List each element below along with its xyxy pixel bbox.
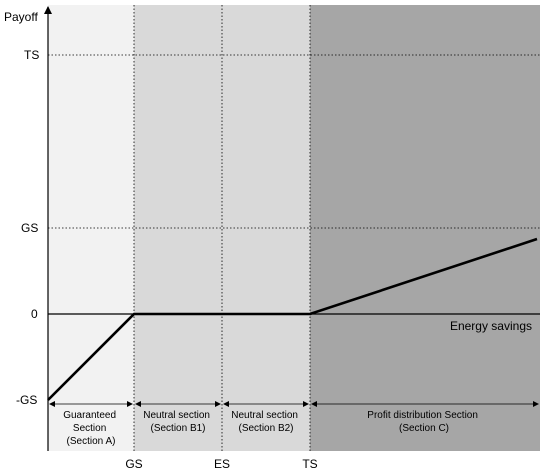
section-b1-label-line: (Section B1) (150, 423, 205, 434)
section-a-label-line: Section (73, 423, 106, 434)
y-tick-label-zero: 0 (31, 307, 38, 321)
section-b1-label: Neutral section (Section B1) (143, 410, 212, 434)
section-b2-label-line: (Section B2) (238, 423, 293, 434)
y-tick-label-neg-gs: -GS (16, 393, 37, 407)
section-b2-label: Neutral section (Section B2) (231, 410, 300, 434)
section-c-background (310, 5, 540, 451)
x-tick-label-gs: GS (125, 457, 142, 471)
section-c-label: Profit distribution Section (Section C) (367, 410, 480, 434)
payoff-line (47, 237, 538, 401)
section-c-label-line: Profit distribution Section (367, 410, 478, 421)
y-tick-label-ts: TS (24, 48, 39, 62)
section-a-label-line: Guaranteed (63, 410, 116, 421)
x-tick-label-es: ES (214, 457, 230, 471)
section-c-label-line: (Section C) (399, 423, 449, 434)
section-a-label-line: (Section A) (67, 436, 116, 447)
section-b1-label-line: Neutral section (143, 410, 210, 421)
x-axis-title: Energy savings (450, 319, 532, 333)
x-tick-label-ts: TS (302, 457, 317, 471)
section-a-label: Guaranteed Section (Section A) (63, 410, 119, 447)
y-axis-title: Payoff (4, 10, 38, 24)
section-b2-label-line: Neutral section (231, 410, 298, 421)
y-tick-label-gs: GS (21, 221, 38, 235)
